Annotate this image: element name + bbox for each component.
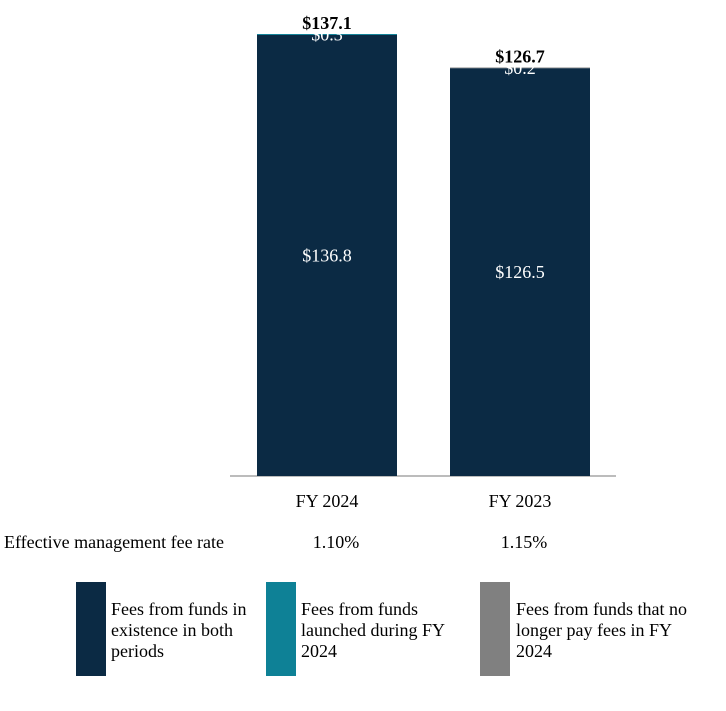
bar-segment-0-1 <box>257 34 397 35</box>
segment-value-label: $126.5 <box>495 262 545 282</box>
bar-segment-1-2 <box>450 67 590 69</box>
bar-total-label: $137.1 <box>302 13 352 33</box>
fee-rate-label: Effective management fee rate <box>4 532 225 552</box>
x-tick-label: FY 2024 <box>296 491 359 511</box>
legend-label-launched-funds: Fees from funds launched during FY 2024 <box>301 599 445 661</box>
stacked-bar-chart: $136.8 $0.3$137.1 FY 2024 $126.5 $0.2$126.7 F… <box>230 13 616 511</box>
legend-label-expired-funds: Fees from funds that no longer pay fees … <box>516 599 687 661</box>
x-tick-label: FY 2023 <box>489 491 552 511</box>
legend-swatch-expired-funds <box>480 582 510 676</box>
fee-rate-fy2023: 1.15% <box>500 532 548 552</box>
bar-total-label: $126.7 <box>495 47 545 67</box>
bar-segment-0-0 <box>257 34 397 477</box>
legend-swatch-existing-funds <box>76 582 106 676</box>
fee-rate-fy2024: 1.10% <box>312 532 360 552</box>
segment-value-label: $0.2 <box>504 58 536 78</box>
legend-label-existing-funds: Fees from funds in existence in both per… <box>111 599 247 661</box>
legend-swatch-launched-funds <box>266 582 296 676</box>
segment-value-label: $0.3 <box>311 24 343 44</box>
segment-value-label: $136.8 <box>302 245 352 265</box>
bar-segment-1-0 <box>450 68 590 477</box>
